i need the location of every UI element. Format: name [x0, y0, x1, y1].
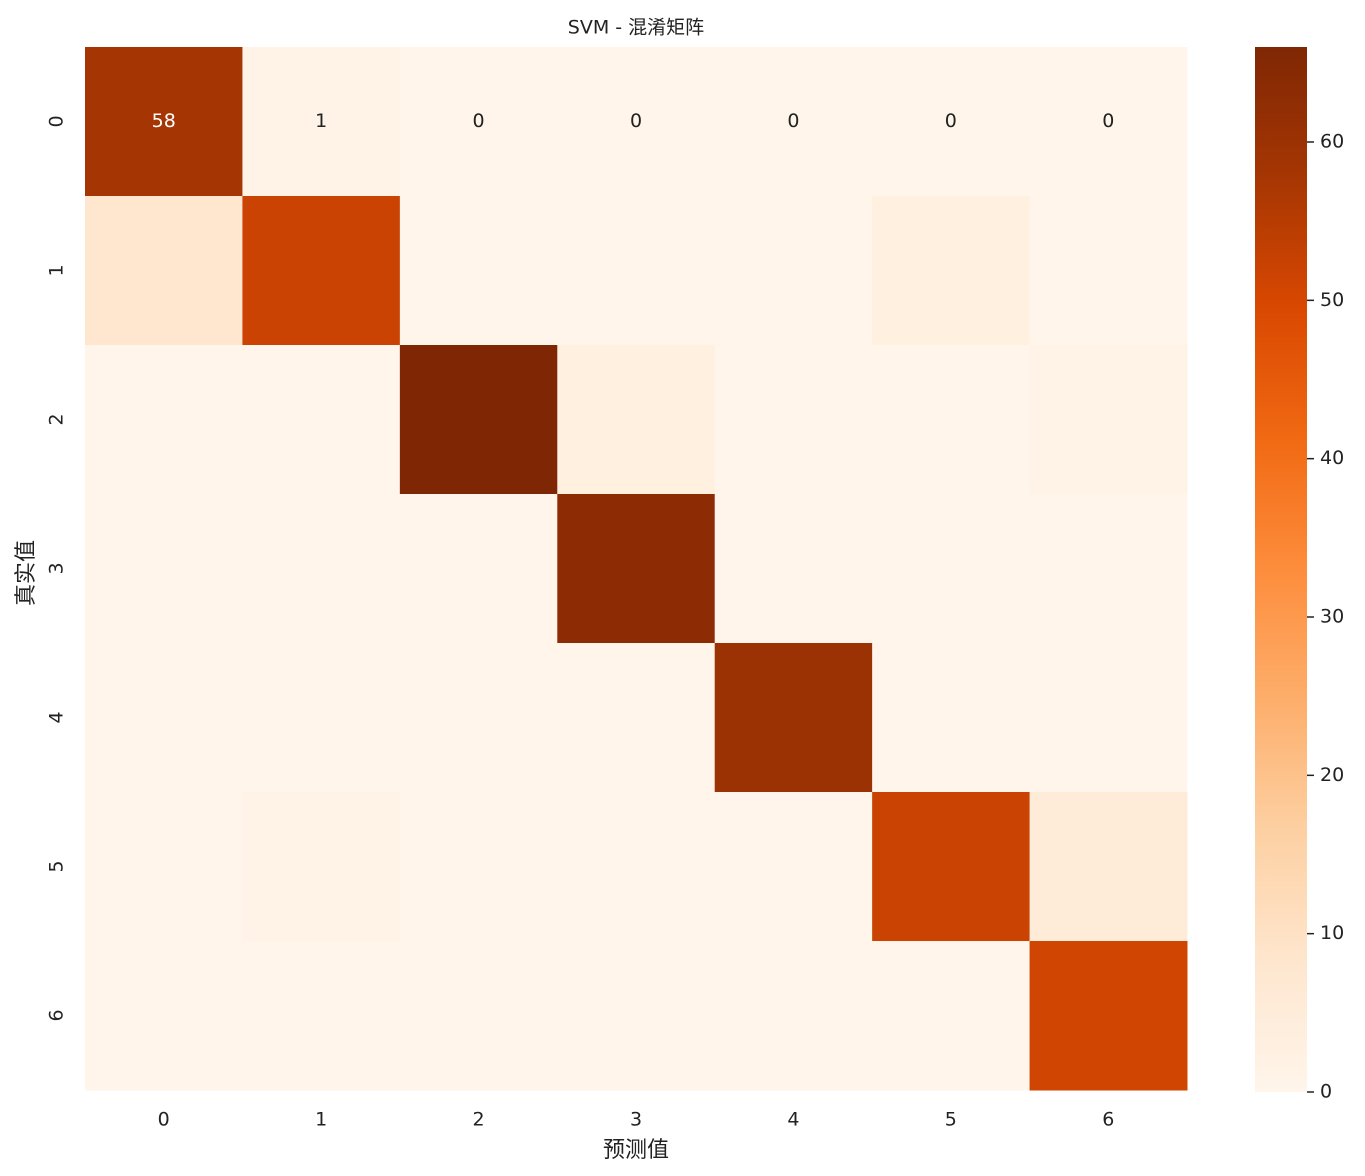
cell	[714, 47, 873, 197]
colorbar-tick-label: 20	[1320, 764, 1344, 786]
cell	[399, 47, 558, 197]
cell	[557, 345, 716, 495]
colorbar-tick-label: 30	[1320, 606, 1344, 628]
cell	[557, 792, 716, 942]
cell	[872, 792, 1031, 942]
cell-label: 1	[315, 110, 327, 132]
cell	[242, 47, 401, 197]
y-tick-label: 2	[46, 413, 68, 425]
cell	[1029, 494, 1188, 644]
y-tick-label: 1	[46, 264, 68, 276]
colorbar-tick-label: 60	[1320, 131, 1344, 153]
cell	[85, 196, 243, 346]
cell	[399, 345, 558, 495]
cell	[872, 643, 1031, 793]
cell	[872, 345, 1031, 495]
cell	[1029, 196, 1188, 346]
cell	[557, 196, 716, 346]
cell	[85, 792, 243, 942]
colorbar-tick-label: 0	[1320, 1081, 1332, 1103]
cell-label: 0	[630, 110, 642, 132]
cell	[557, 941, 716, 1091]
cell	[714, 345, 873, 495]
cell-label: 58	[152, 110, 176, 132]
cell	[242, 941, 401, 1091]
cell	[399, 792, 558, 942]
cell	[557, 47, 716, 197]
cell	[399, 643, 558, 793]
y-tick-label: 0	[46, 115, 68, 127]
cell	[714, 792, 873, 942]
cell-label: 0	[945, 110, 957, 132]
y-tick-label: 4	[46, 711, 68, 723]
cell	[242, 643, 401, 793]
x-tick-label: 4	[787, 1109, 799, 1131]
cell	[872, 47, 1031, 197]
cell	[85, 494, 243, 644]
cell	[242, 494, 401, 644]
cell	[557, 494, 716, 644]
cell	[872, 196, 1031, 346]
cell	[872, 494, 1031, 644]
colorbar	[1255, 47, 1307, 1092]
x-axis-label: 预测值	[603, 1138, 669, 1163]
cell	[242, 345, 401, 495]
cell	[714, 196, 873, 346]
cell	[399, 196, 558, 346]
cell	[714, 941, 873, 1091]
cell-label: 0	[787, 110, 799, 132]
x-tick-label: 3	[630, 1109, 642, 1131]
x-tick-label: 0	[158, 1109, 170, 1131]
y-tick-label: 3	[46, 562, 68, 574]
y-tick-label: 5	[46, 860, 68, 872]
x-tick-label: 6	[1102, 1109, 1114, 1131]
cell	[1029, 941, 1188, 1091]
cell	[399, 494, 558, 644]
x-tick-label: 1	[315, 1109, 327, 1131]
chart-title: SVM - 混淆矩阵	[568, 17, 704, 39]
cell-label: 0	[1102, 110, 1114, 132]
colorbar-tick-label: 40	[1320, 447, 1344, 469]
cell	[1029, 792, 1188, 942]
cell	[714, 494, 873, 644]
cell	[85, 47, 243, 197]
cell	[399, 941, 558, 1091]
cell	[1029, 345, 1188, 495]
cell	[1029, 47, 1188, 197]
colorbar-tick-label: 10	[1320, 922, 1344, 944]
colorbar-tick-label: 50	[1320, 289, 1344, 311]
cell	[242, 196, 401, 346]
cell-label: 0	[473, 110, 485, 132]
cell	[242, 792, 401, 942]
y-axis-label: 真实值	[14, 540, 39, 606]
y-tick-label: 6	[46, 1009, 68, 1021]
cell	[714, 643, 873, 793]
cell	[85, 941, 243, 1091]
cell	[85, 345, 243, 495]
x-tick-label: 5	[945, 1109, 957, 1131]
cell	[1029, 643, 1188, 793]
cell	[872, 941, 1031, 1091]
cell	[85, 643, 243, 793]
cell	[557, 643, 716, 793]
x-tick-label: 2	[473, 1109, 485, 1131]
